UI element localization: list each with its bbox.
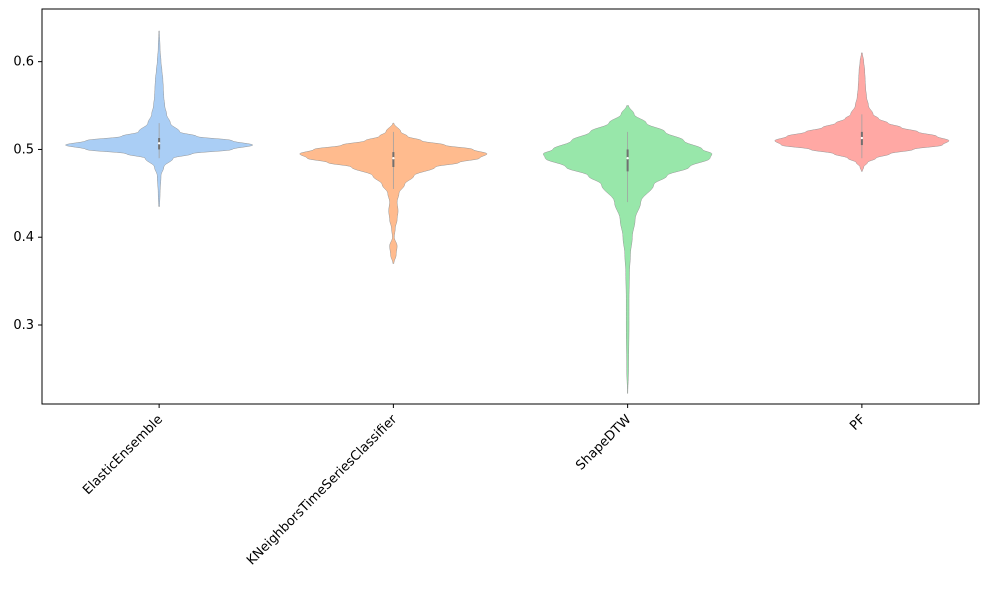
y-tick-label: 0.3: [13, 318, 34, 333]
y-tick-label: 0.4: [13, 230, 34, 245]
x-tick-label-KNeighborsTimeSeriesClassifier: KNeighborsTimeSeriesClassifier: [244, 412, 401, 569]
median-ElasticEnsemble: [157, 142, 161, 145]
plot-frame: [41, 8, 980, 405]
x-axis: ElasticEnsemble KNeighborsTimeSeriesClass…: [80, 404, 869, 569]
y-tick-label: 0.6: [13, 55, 34, 70]
violin-ShapeDTW: [543, 105, 713, 394]
x-tick-label-ShapeDTW: ShapeDTW: [573, 412, 634, 473]
violins-group: [64, 30, 950, 394]
median-PF: [860, 136, 864, 140]
x-tick-label-PF: PF: [847, 412, 868, 433]
x-tick-label-ElasticEnsemble: ElasticEnsemble: [80, 412, 166, 498]
y-axis: 0.3 0.4 0.5 0.6: [13, 55, 42, 333]
violin-ElasticEnsemble: [64, 30, 254, 207]
violin-KNeighborsTimeSeriesClassifier: [299, 122, 488, 264]
median-ShapeDTW: [626, 157, 629, 160]
violin-PF: [774, 52, 950, 172]
median-KNeighborsTimeSeriesClassifier: [392, 157, 395, 160]
plot-area: [42, 9, 979, 404]
y-tick-label: 0.5: [13, 142, 34, 157]
